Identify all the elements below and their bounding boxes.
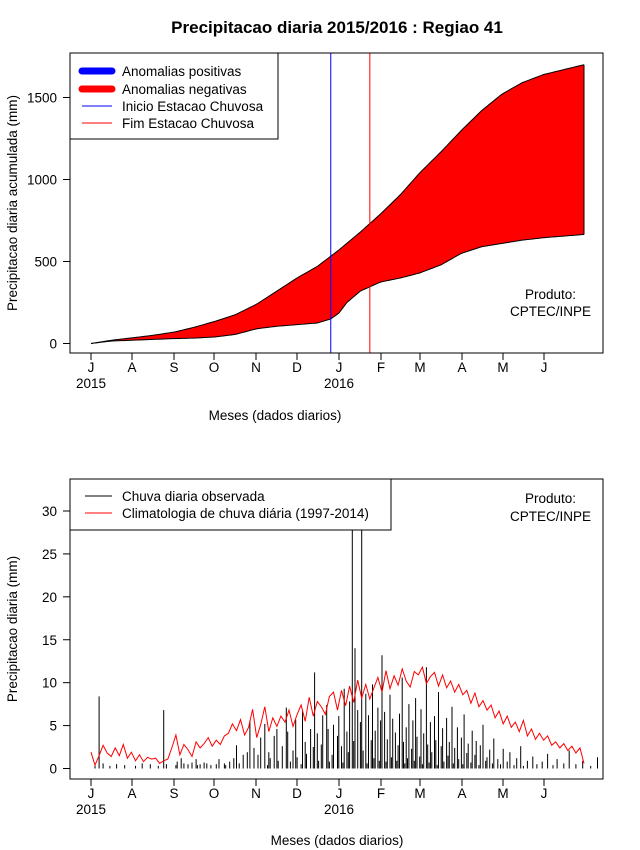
bottom-y-axis: 0 5 10 15 20 25 30 (42, 504, 71, 777)
top-x-tick-label: M (414, 360, 425, 375)
bottom-year-label: 2016 (324, 802, 354, 817)
observed-accumulated-line (90, 233, 585, 344)
bottom-x-tick-label: J (88, 786, 95, 801)
daily-plot-area (90, 479, 598, 769)
bottom-y-tick-label: 10 (42, 676, 57, 691)
top-y-tick-label: 0 (49, 337, 57, 352)
bottom-x-axis-label: Meses (dados diarios) (271, 833, 404, 848)
bottom-x-tick-label: M (497, 786, 508, 801)
legend-label-observed-rain: Chuva diaria observada (122, 489, 265, 504)
top-x-tick-label: O (209, 360, 220, 375)
bottom-x-tick-label: J (336, 786, 343, 801)
bottom-x-tick-label: A (127, 786, 136, 801)
legend-label-climatology: Climatologia de chuva diária (1997-2014) (122, 506, 369, 521)
bottom-x-tick-label: N (251, 786, 261, 801)
climatology-accumulated-line (90, 64, 585, 344)
negative-anomaly-area (91, 64, 584, 344)
bottom-x-tick-label: M (414, 786, 425, 801)
legend-label-season-start: Inicio Estacao Chuvosa (122, 99, 264, 114)
top-year-label: 2016 (324, 376, 354, 391)
bottom-x-tick-label: S (169, 786, 178, 801)
bottom-y-axis-label: Precipitacao diaria (mm) (5, 556, 20, 702)
top-x-tick-label: D (292, 360, 302, 375)
legend-label-positive-anomaly: Anomalias positivas (122, 64, 242, 79)
bottom-x-tick-label: J (541, 786, 548, 801)
top-product-label-line2: CPTEC/INPE (510, 304, 591, 319)
top-y-tick-label: 500 (34, 255, 57, 270)
top-legend: Anomalias positivas Anomalias negativas … (69, 52, 279, 140)
bottom-legend-box (69, 478, 392, 531)
top-y-tick-label: 1000 (27, 173, 57, 188)
bottom-x-tick-label: A (457, 786, 466, 801)
daily-climatology-line (90, 665, 585, 767)
top-x-tick-label: J (541, 360, 548, 375)
top-x-tick-label: A (457, 360, 466, 375)
top-x-tick-label: S (169, 360, 178, 375)
top-x-tick-label: M (497, 360, 508, 375)
top-product-label-line1: Produto: (525, 287, 576, 302)
daily-plot-clip (90, 479, 598, 769)
bottom-y-tick-label: 5 (49, 719, 57, 734)
bottom-y-tick-label: 15 (42, 633, 57, 648)
bottom-x-tick-label: O (209, 786, 220, 801)
top-x-axis-label: Meses (dados diarios) (209, 408, 342, 423)
top-legend-box (69, 52, 279, 140)
top-x-tick-label: F (377, 360, 385, 375)
bottom-year-label: 2015 (76, 802, 106, 817)
bottom-product-label-line2: CPTEC/INPE (510, 509, 591, 524)
bottom-y-tick-label: 20 (42, 590, 57, 605)
top-y-tick-label: 1500 (27, 91, 57, 106)
chart-title: Precipitacao diaria 2015/2016 : Regiao 4… (171, 18, 503, 37)
top-x-tick-label: J (336, 360, 343, 375)
legend-label-season-end: Fim Estacao Chuvosa (122, 116, 255, 131)
bottom-x-tick-label: D (292, 786, 302, 801)
top-y-axis-label: Precipitacao diaria acumulada (mm) (5, 95, 20, 311)
top-y-axis: 0 500 1000 1500 (27, 91, 71, 352)
bottom-product-label-line1: Produto: (525, 491, 576, 506)
bottom-y-tick-label: 30 (42, 504, 57, 519)
top-year-label: 2015 (76, 376, 106, 391)
bottom-y-tick-label: 25 (42, 547, 57, 562)
bottom-legend: Chuva diaria observada Climatologia de c… (69, 478, 392, 531)
bottom-y-tick-label: 0 (49, 762, 57, 777)
top-x-tick-label: J (88, 360, 95, 375)
top-x-tick-label: A (127, 360, 136, 375)
top-x-tick-label: N (251, 360, 261, 375)
bottom-x-tick-label: F (377, 786, 385, 801)
accumulated-plot-area (90, 53, 585, 353)
legend-label-negative-anomaly: Anomalias negativas (122, 82, 247, 97)
